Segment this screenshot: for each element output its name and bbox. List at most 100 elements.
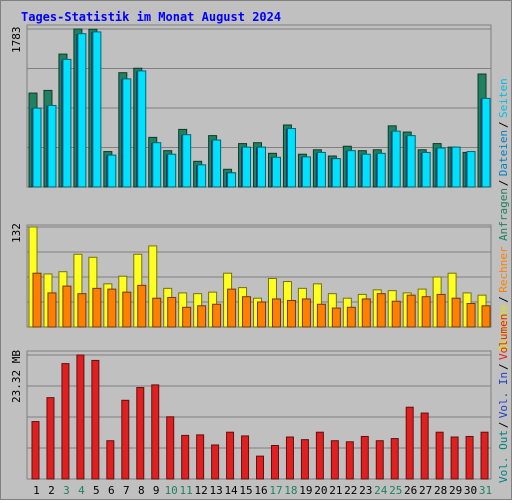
- bar-dateien: [391, 130, 401, 188]
- legend-dateien: Dateien: [497, 130, 510, 176]
- bar-volumen: [106, 440, 115, 480]
- bar-dateien: [197, 164, 207, 188]
- bar-volumen: [315, 431, 324, 480]
- bar-dateien: [122, 78, 132, 188]
- bar-rechner: [137, 284, 147, 328]
- bar-volumen: [121, 399, 130, 480]
- chart-title: Tages-Statistik im Monat August 2024: [21, 10, 281, 24]
- legend-separator: /: [497, 422, 510, 429]
- bar-dateien: [406, 135, 416, 188]
- bar-volumen: [196, 434, 205, 480]
- day-label: 31: [479, 484, 492, 497]
- bar-dateien: [227, 172, 237, 188]
- bar-rechner: [152, 297, 162, 328]
- bar-dateien: [481, 97, 491, 188]
- bar-dateien: [47, 104, 57, 188]
- day-label: 16: [254, 484, 267, 497]
- bar-rechner: [406, 294, 416, 328]
- legend-separator: /: [497, 121, 510, 128]
- bar-rechner: [257, 301, 267, 328]
- bar-rechner: [331, 307, 341, 328]
- bar-volumen: [226, 431, 235, 480]
- bar-rechner: [197, 305, 207, 328]
- bar-dateien: [421, 151, 431, 188]
- bar-volumen: [136, 387, 145, 480]
- legend-volumen: Volumen: [497, 314, 510, 360]
- bar-volumen: [166, 416, 175, 480]
- day-label: 23: [359, 484, 372, 497]
- day-label: 19: [299, 484, 312, 497]
- y-max-label-visits: 132: [10, 223, 23, 243]
- day-label: 9: [153, 484, 160, 497]
- bar-dateien: [301, 156, 311, 188]
- panel-visits: [26, 224, 492, 328]
- bar-rechner: [301, 298, 311, 328]
- bar-dateien: [92, 31, 102, 188]
- day-label: 20: [314, 484, 327, 497]
- bar-volumen: [76, 354, 85, 480]
- bar-dateien: [361, 153, 371, 188]
- bar-dateien: [242, 146, 252, 188]
- bar-volumen: [181, 434, 190, 480]
- bar-volumen: [285, 436, 294, 480]
- bar-rechner: [62, 285, 72, 328]
- legend-rechner: Rechner: [497, 246, 510, 293]
- y-max-label-volume: 23.32 MB: [10, 350, 23, 403]
- bar-rechner: [286, 299, 296, 328]
- bar-dateien: [212, 139, 222, 188]
- bar-volumen: [480, 431, 489, 480]
- day-label: 4: [78, 484, 85, 497]
- bar-dateien: [331, 158, 341, 188]
- bar-dateien: [257, 146, 267, 188]
- bar-rechner: [122, 291, 132, 328]
- bar-dateien: [167, 153, 177, 188]
- bar-volumen: [241, 435, 250, 480]
- bar-volumen: [211, 444, 220, 480]
- bar-dateien: [271, 156, 281, 188]
- bar-dateien: [466, 151, 476, 188]
- bar-rechner: [227, 288, 237, 328]
- bar-volumen: [151, 384, 160, 480]
- legend-volume: Vol. Out/Vol. In/Volumen: [497, 314, 510, 483]
- bar-volumen: [390, 438, 399, 480]
- bar-rechner: [481, 305, 491, 328]
- bar-dateien: [346, 150, 356, 188]
- legend-separator: /: [497, 180, 510, 187]
- day-label: 5: [93, 484, 100, 497]
- day-label: 15: [239, 484, 252, 497]
- bar-dateien: [77, 33, 87, 188]
- bar-dateien: [436, 147, 446, 188]
- bar-rechner: [466, 303, 476, 328]
- bar-rechner: [32, 272, 42, 328]
- bar-dateien: [152, 142, 162, 188]
- bar-rechner: [451, 297, 461, 328]
- bar-rechner: [421, 296, 431, 328]
- bar-rechner: [182, 306, 192, 328]
- bar-rechner: [361, 298, 371, 328]
- y-max-label-requests: 1783: [10, 27, 23, 54]
- bar-volumen: [256, 455, 265, 480]
- day-label: 2: [48, 484, 55, 497]
- bar-volumen: [375, 440, 384, 480]
- bar-volumen: [360, 435, 369, 480]
- legend-visits: Besuche / Rechner: [497, 246, 510, 351]
- bar-rechner: [391, 300, 401, 328]
- legend-separator: /: [497, 363, 510, 370]
- day-label: 27: [419, 484, 432, 497]
- bar-rechner: [346, 306, 356, 328]
- bar-dateien: [182, 134, 192, 188]
- bar-rechner: [316, 303, 326, 328]
- bar-volumen: [46, 397, 55, 480]
- bar-dateien: [286, 128, 296, 188]
- x-axis-day-labels: 1 2 3 4 5 6 7 8 9 10 11 12 13 14 15 16 17 18 19 20 21 22 23 24 2…: [33, 484, 492, 497]
- bar-dateien: [137, 70, 147, 188]
- bar-rechner: [77, 293, 87, 328]
- bar-volumen: [465, 435, 474, 480]
- bar-rechner: [47, 292, 57, 328]
- panel-volume: [26, 350, 492, 480]
- day-label: 14: [224, 484, 238, 497]
- legend-besuche: Besuche: [497, 305, 510, 351]
- bar-rechner: [436, 293, 446, 328]
- bar-rechner: [271, 298, 281, 328]
- day-label: 1: [33, 484, 40, 497]
